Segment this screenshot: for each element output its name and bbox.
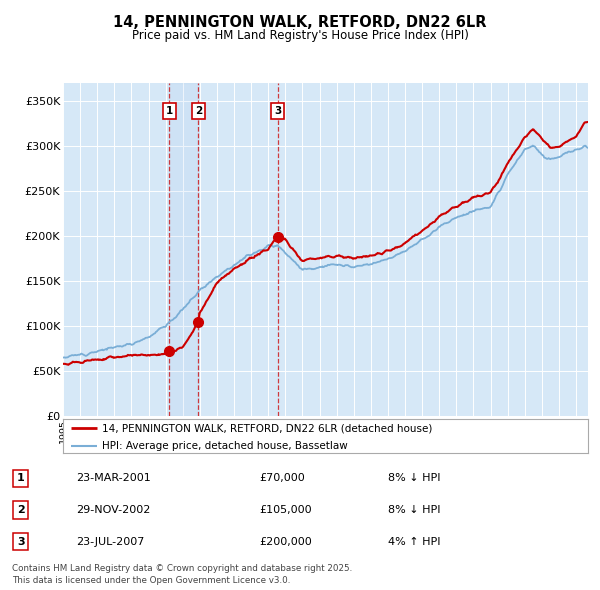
Text: Contains HM Land Registry data © Crown copyright and database right 2025.: Contains HM Land Registry data © Crown c… xyxy=(12,563,352,572)
Bar xyxy=(169,83,198,416)
Text: £70,000: £70,000 xyxy=(259,473,305,483)
Text: 23-JUL-2007: 23-JUL-2007 xyxy=(77,537,145,547)
Text: 2: 2 xyxy=(194,106,202,116)
Text: 29-NOV-2002: 29-NOV-2002 xyxy=(77,505,151,515)
Text: 14, PENNINGTON WALK, RETFORD, DN22 6LR (detached house): 14, PENNINGTON WALK, RETFORD, DN22 6LR (… xyxy=(103,424,433,434)
Text: £200,000: £200,000 xyxy=(259,537,311,547)
Text: 4% ↑ HPI: 4% ↑ HPI xyxy=(388,537,440,547)
Text: 2: 2 xyxy=(17,505,25,515)
Text: 1: 1 xyxy=(166,106,173,116)
Text: 1: 1 xyxy=(17,473,25,483)
Text: 8% ↓ HPI: 8% ↓ HPI xyxy=(388,473,440,483)
Text: 14, PENNINGTON WALK, RETFORD, DN22 6LR: 14, PENNINGTON WALK, RETFORD, DN22 6LR xyxy=(113,15,487,30)
Text: 3: 3 xyxy=(274,106,281,116)
Text: £105,000: £105,000 xyxy=(259,505,311,515)
Text: 3: 3 xyxy=(17,537,25,547)
Text: Price paid vs. HM Land Registry's House Price Index (HPI): Price paid vs. HM Land Registry's House … xyxy=(131,30,469,42)
Text: This data is licensed under the Open Government Licence v3.0.: This data is licensed under the Open Gov… xyxy=(12,576,290,585)
Text: 8% ↓ HPI: 8% ↓ HPI xyxy=(388,505,440,515)
Text: HPI: Average price, detached house, Bassetlaw: HPI: Average price, detached house, Bass… xyxy=(103,441,348,451)
Text: 23-MAR-2001: 23-MAR-2001 xyxy=(77,473,151,483)
